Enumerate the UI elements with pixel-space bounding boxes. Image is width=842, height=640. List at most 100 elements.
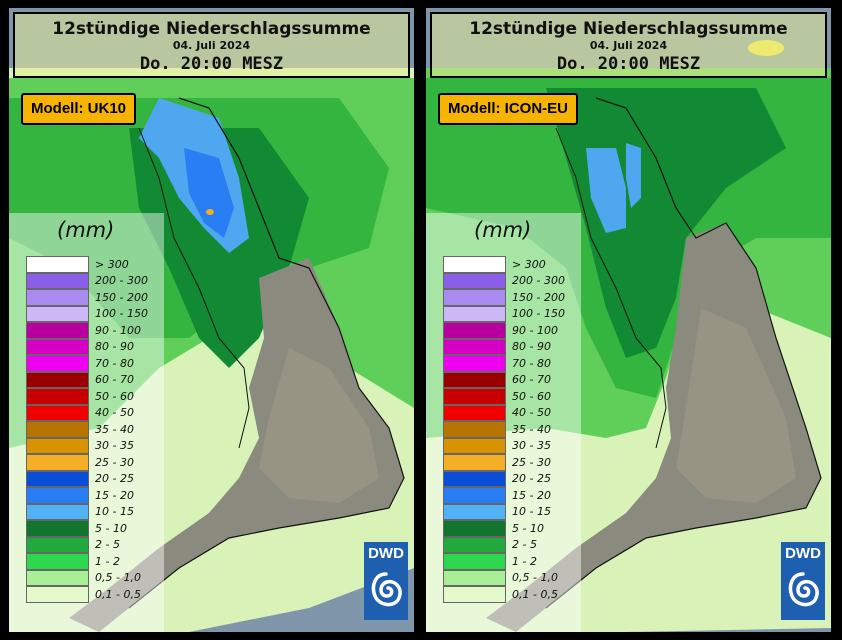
legend-label: 80 - 90: [512, 340, 551, 354]
map-date: 04. Juli 2024: [172, 39, 251, 52]
legend-item: 0,5 - 1,0: [26, 569, 148, 586]
legend-item: 70 - 80: [26, 355, 148, 372]
map-date: 04. Juli 2024: [589, 39, 668, 52]
legend-label: 1 - 2: [512, 554, 537, 568]
legend-label: 20 - 25: [95, 472, 134, 486]
legend-item: > 300: [26, 256, 148, 273]
legend-swatch: [26, 404, 89, 421]
map-time: Do. 20:00 MESZ: [139, 54, 284, 74]
forecast-map-icon-eu: 12stündige Niederschlagssumme 04. Juli 2…: [426, 8, 831, 632]
legend-swatch: [443, 338, 506, 355]
legend-item: 20 - 25: [443, 470, 565, 487]
map-title-box: 12stündige Niederschlagssumme 04. Juli 2…: [13, 12, 410, 78]
legend-swatch: [26, 586, 89, 603]
legend-label: 30 - 35: [512, 439, 551, 453]
map-time: Do. 20:00 MESZ: [556, 54, 701, 74]
legend-item: 150 - 200: [443, 289, 565, 306]
legend-label: 2 - 5: [95, 538, 120, 552]
legend-item: 50 - 60: [443, 388, 565, 405]
legend-label: 35 - 40: [95, 422, 134, 436]
legend-label: 15 - 20: [512, 488, 551, 502]
legend-unit: (mm): [474, 218, 532, 242]
legend-swatch: [26, 371, 89, 388]
legend-item: 200 - 300: [443, 272, 565, 289]
legend-label: 0,1 - 0,5: [512, 587, 558, 601]
legend-swatch: [443, 272, 506, 289]
legend-swatch: [443, 289, 506, 306]
forecast-map-uk10: 12stündige Niederschlagssumme 04. Juli 2…: [9, 8, 414, 632]
legend-swatch: [443, 305, 506, 322]
legend-swatch: [26, 520, 89, 537]
legend-label: 30 - 35: [95, 439, 134, 453]
legend-item: 100 - 150: [443, 305, 565, 322]
legend-label: 20 - 25: [512, 472, 551, 486]
legend-item: 40 - 50: [443, 404, 565, 421]
precipitation-legend: > 300 200 - 300 150 - 200 100 - 150 90 - 100…: [26, 256, 148, 603]
legend-swatch: [443, 355, 506, 372]
legend-item: 35 - 40: [26, 421, 148, 438]
legend-label: 50 - 60: [95, 389, 134, 403]
legend-swatch: [26, 454, 89, 471]
legend-swatch: [443, 470, 506, 487]
dwd-swirl-icon: [788, 572, 819, 607]
legend-swatch: [26, 421, 89, 438]
legend-item: 25 - 30: [443, 454, 565, 471]
legend-label: 90 - 100: [95, 323, 141, 337]
legend-item: 2 - 5: [443, 536, 565, 553]
legend-label: 10 - 15: [95, 505, 134, 519]
legend-swatch: [443, 256, 506, 273]
legend-item: 35 - 40: [443, 421, 565, 438]
legend-item: 1 - 2: [26, 553, 148, 570]
legend-label: 60 - 70: [95, 373, 134, 387]
model-badge: Modell: UK10: [21, 93, 137, 125]
legend-label: 5 - 10: [95, 521, 127, 535]
legend-item: 5 - 10: [26, 520, 148, 537]
legend-swatch: [443, 503, 506, 520]
legend-swatch: [26, 569, 89, 586]
legend-swatch: [26, 355, 89, 372]
legend-label: 10 - 15: [512, 505, 551, 519]
legend-label: 50 - 60: [512, 389, 551, 403]
legend-item: 90 - 100: [26, 322, 148, 339]
map-title: 12stündige Niederschlagssumme: [52, 19, 371, 39]
legend-label: 40 - 50: [95, 406, 134, 420]
legend-item: 5 - 10: [443, 520, 565, 537]
legend-label: 25 - 30: [95, 455, 134, 469]
legend-item: 2 - 5: [26, 536, 148, 553]
legend-swatch: [26, 272, 89, 289]
legend-swatch: [443, 421, 506, 438]
legend-label: > 300: [512, 257, 546, 271]
legend-label: 0,5 - 1,0: [512, 571, 558, 585]
legend-unit: (mm): [57, 218, 115, 242]
legend-item: 80 - 90: [26, 338, 148, 355]
legend-item: 25 - 30: [26, 454, 148, 471]
precipitation-map: [9, 8, 414, 632]
legend-item: 40 - 50: [26, 404, 148, 421]
legend-label: 0,1 - 0,5: [95, 587, 141, 601]
legend-label: 200 - 300: [95, 274, 148, 288]
dwd-logo-text: DWD: [368, 545, 404, 562]
legend-label: 90 - 100: [512, 323, 558, 337]
legend-label: 0,5 - 1,0: [95, 571, 141, 585]
legend-swatch: [26, 536, 89, 553]
legend-label: 25 - 30: [512, 455, 551, 469]
legend-item: 80 - 90: [443, 338, 565, 355]
legend-swatch: [443, 586, 506, 603]
legend-label: 70 - 80: [512, 356, 551, 370]
legend-item: 1 - 2: [443, 553, 565, 570]
legend-swatch: [26, 470, 89, 487]
legend-swatch: [26, 503, 89, 520]
legend-label: 15 - 20: [95, 488, 134, 502]
legend-swatch: [443, 388, 506, 405]
legend-label: 80 - 90: [95, 340, 134, 354]
map-title: 12stündige Niederschlagssumme: [469, 19, 788, 39]
legend-swatch: [443, 437, 506, 454]
legend-label: 60 - 70: [512, 373, 551, 387]
legend-item: 30 - 35: [26, 437, 148, 454]
legend-item: 0,1 - 0,5: [443, 586, 565, 603]
legend-item: 70 - 80: [443, 355, 565, 372]
legend-swatch: [443, 322, 506, 339]
legend-label: 40 - 50: [512, 406, 551, 420]
legend-swatch: [26, 388, 89, 405]
legend-swatch: [443, 454, 506, 471]
